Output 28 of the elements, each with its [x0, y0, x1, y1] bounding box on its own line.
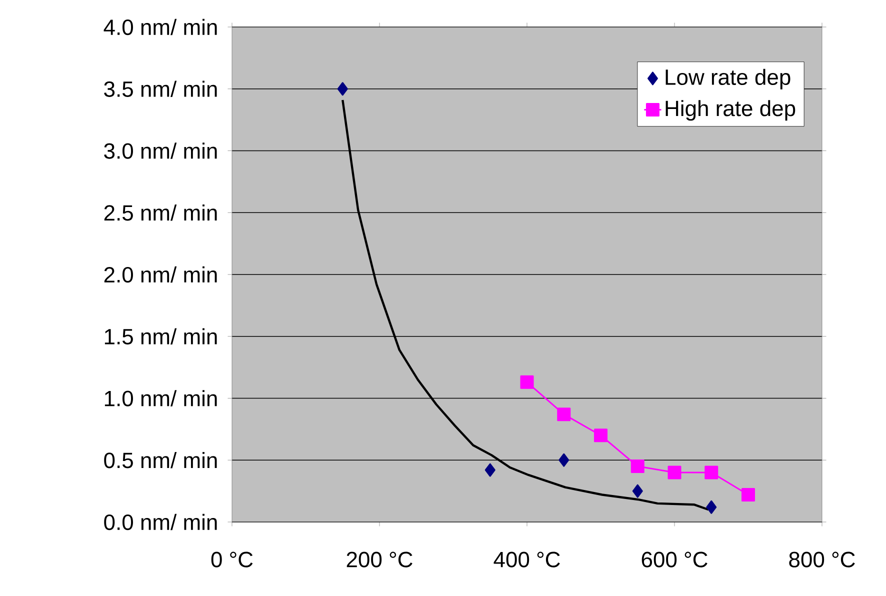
point	[557, 408, 571, 422]
y-tick-label: 3.0 nm/ min	[104, 142, 217, 159]
point	[337, 82, 348, 96]
x-tick-label: 200 °C	[346, 552, 412, 568]
y-tick-label: 0.5 nm/ min	[104, 452, 217, 468]
y-tick-label: 1.5 nm/ min	[104, 328, 217, 344]
point	[484, 463, 496, 477]
x-tick-label: 0 °C	[211, 552, 253, 568]
x-tick-label: 600 °C	[642, 552, 708, 568]
x-tick-label: 800 °C	[789, 552, 855, 568]
point	[704, 466, 718, 480]
point	[594, 428, 608, 442]
y-tick-label: 2.0 nm/ min	[104, 266, 217, 283]
point	[520, 375, 534, 389]
point	[632, 484, 643, 498]
point	[630, 460, 644, 474]
y-tick-label: 3.5 nm/ min	[104, 80, 217, 97]
y-tick-label: 2.5 nm/ min	[104, 204, 217, 221]
legend-label: Low rate dep	[666, 68, 790, 90]
y-tick-label: 1.0 nm/ min	[104, 390, 217, 406]
point	[741, 488, 755, 502]
point	[668, 466, 682, 480]
legend-label: High rate dep	[666, 100, 796, 121]
y-tick-label: 4.0 nm/ min	[104, 18, 217, 36]
point	[706, 500, 717, 514]
x-tick-label: 400 °C	[494, 552, 560, 568]
y-tick-label: 0.0 nm/ min	[104, 514, 217, 530]
point	[558, 453, 570, 467]
